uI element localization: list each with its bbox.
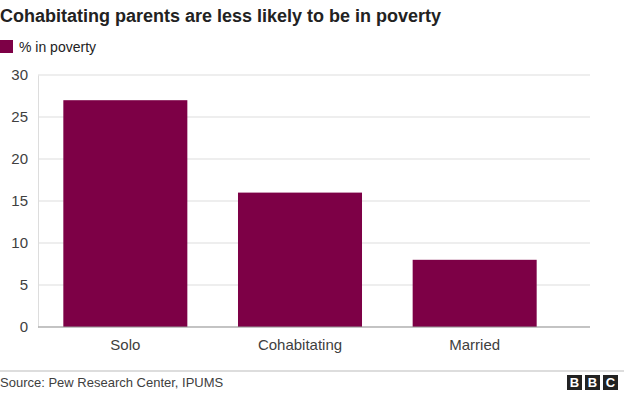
y-tick: 5 bbox=[20, 276, 38, 293]
x-axis-line bbox=[38, 327, 590, 328]
y-tick-label: 5 bbox=[20, 276, 28, 293]
y-tick: 0 bbox=[20, 318, 38, 335]
x-tick-label: Solo bbox=[110, 336, 140, 353]
bar bbox=[63, 100, 187, 327]
y-tick-label: 15 bbox=[11, 192, 28, 209]
logo-text: BBC bbox=[570, 375, 616, 390]
x-tick: Married bbox=[449, 327, 500, 353]
y-tick: 25 bbox=[11, 108, 38, 125]
x-tick: Solo bbox=[110, 327, 140, 353]
y-tick: 20 bbox=[11, 150, 38, 167]
legend: % in poverty bbox=[0, 39, 96, 55]
grid-line bbox=[38, 75, 590, 76]
logo: BBC bbox=[567, 375, 618, 390]
source: Source: Pew Research Center, IPUMS bbox=[0, 375, 224, 390]
y-tick-label: 30 bbox=[11, 66, 28, 83]
x-axis: Solo Cohabitating Married bbox=[38, 327, 590, 353]
y-axis-line bbox=[38, 76, 39, 328]
grid bbox=[38, 75, 590, 327]
logo-box bbox=[585, 375, 600, 390]
y-tick-label: 20 bbox=[11, 150, 28, 167]
grid-line bbox=[38, 327, 590, 328]
y-tick-label: 25 bbox=[11, 108, 28, 125]
logo-box bbox=[603, 375, 618, 390]
y-tick-label: 10 bbox=[11, 234, 28, 251]
bars bbox=[63, 100, 536, 327]
bar bbox=[238, 193, 362, 327]
y-tick: 15 bbox=[11, 192, 38, 209]
x-tick: Cohabitating bbox=[258, 327, 342, 353]
y-axis: 0 5 10 15 20 25 30 bbox=[11, 66, 38, 335]
y-tick: 10 bbox=[11, 234, 38, 251]
chart: Cohabitating parents are less likely to … bbox=[0, 0, 624, 395]
x-tick-label: Married bbox=[449, 336, 500, 353]
footer-rule bbox=[0, 371, 624, 372]
title: Cohabitating parents are less likely to … bbox=[0, 6, 441, 26]
legend-label: % in poverty bbox=[19, 39, 96, 55]
x-tick-label: Cohabitating bbox=[258, 336, 342, 353]
logo-box bbox=[567, 375, 582, 390]
bar bbox=[413, 260, 537, 327]
legend-swatch bbox=[0, 40, 13, 53]
y-tick-label: 0 bbox=[20, 318, 28, 335]
y-tick: 30 bbox=[11, 66, 38, 83]
